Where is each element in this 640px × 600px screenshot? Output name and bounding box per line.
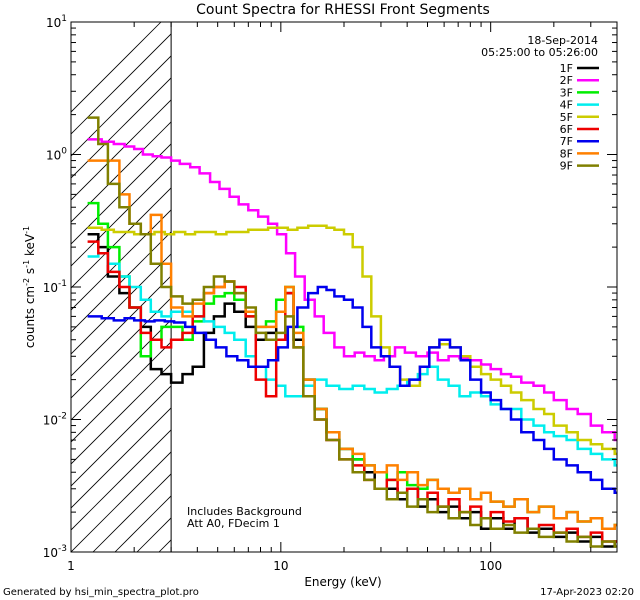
hatch-line bbox=[71, 55, 172, 157]
hatch-line bbox=[71, 99, 172, 201]
x-tick-label: 1 bbox=[67, 559, 75, 573]
plot-frame bbox=[70, 21, 618, 553]
hatch-line bbox=[71, 77, 172, 179]
generated-by: Generated by hsi_min_spectra_plot.pro bbox=[3, 587, 199, 598]
hatch-line bbox=[71, 231, 172, 333]
hatch-line bbox=[203, 22, 640, 552]
hatch-line bbox=[71, 429, 172, 531]
legend-label-2F: 2F bbox=[560, 74, 573, 87]
hatch-line bbox=[71, 451, 172, 552]
series-layer bbox=[87, 116, 617, 548]
legend-label-8F: 8F bbox=[560, 147, 573, 160]
hatch-line bbox=[71, 275, 172, 377]
time-range-label: 05:25:00 to 05:26:00 bbox=[481, 46, 598, 59]
x-axis-label: Energy (keV) bbox=[304, 575, 381, 589]
y-tick-labels: 10-3 10-2 10-1 100 101 bbox=[43, 14, 68, 560]
axis-ticks bbox=[70, 21, 618, 553]
x-tick-labels: 1 10 100 bbox=[67, 559, 502, 573]
hatch-line bbox=[71, 407, 172, 509]
series-4F-line bbox=[87, 251, 617, 467]
legend-label-4F: 4F bbox=[560, 99, 573, 112]
hatch-line bbox=[599, 22, 640, 552]
legend-label-9F: 9F bbox=[560, 160, 573, 173]
chart-title: Count Spectra for RHESSI Front Segments bbox=[196, 2, 490, 18]
y-tick-label: 10-1 bbox=[43, 279, 67, 295]
legend-label-3F: 3F bbox=[560, 86, 573, 99]
legend-label-7F: 7F bbox=[560, 135, 573, 148]
y-axis-label: counts cm-2 s-1 keV-1 bbox=[22, 226, 37, 348]
hatch-line bbox=[511, 22, 640, 552]
hatch-line bbox=[71, 209, 172, 311]
series-8F-line bbox=[87, 159, 617, 530]
annotation-background: Includes Background bbox=[187, 505, 302, 518]
series-7F-line bbox=[87, 285, 617, 495]
legend-label-5F: 5F bbox=[560, 111, 573, 124]
y-tick-label: 10-3 bbox=[43, 544, 67, 560]
series-3F-line bbox=[87, 201, 617, 530]
annotation-attenuator: Att A0, FDecim 1 bbox=[187, 517, 280, 530]
footer-timestamp: 17-Apr-2023 02:20 bbox=[540, 587, 634, 598]
hatch-line bbox=[71, 385, 172, 487]
x-tick-label: 10 bbox=[273, 559, 288, 573]
hatch-line bbox=[71, 22, 162, 113]
series-9F-line bbox=[87, 116, 617, 548]
y-tick-label: 101 bbox=[46, 14, 67, 30]
series-5F-line bbox=[87, 224, 617, 456]
hatch-line bbox=[401, 22, 640, 552]
hatch-line bbox=[71, 33, 172, 135]
hatch-line bbox=[621, 22, 640, 552]
y-tick-label: 10-2 bbox=[43, 412, 67, 428]
legend-label-6F: 6F bbox=[560, 123, 573, 136]
legend-label-1F: 1F bbox=[560, 62, 573, 75]
series-2F-line bbox=[87, 138, 617, 442]
date-label: 18-Sep-2014 bbox=[527, 34, 598, 47]
y-tick-label: 100 bbox=[46, 147, 67, 163]
x-tick-label: 100 bbox=[479, 559, 502, 573]
